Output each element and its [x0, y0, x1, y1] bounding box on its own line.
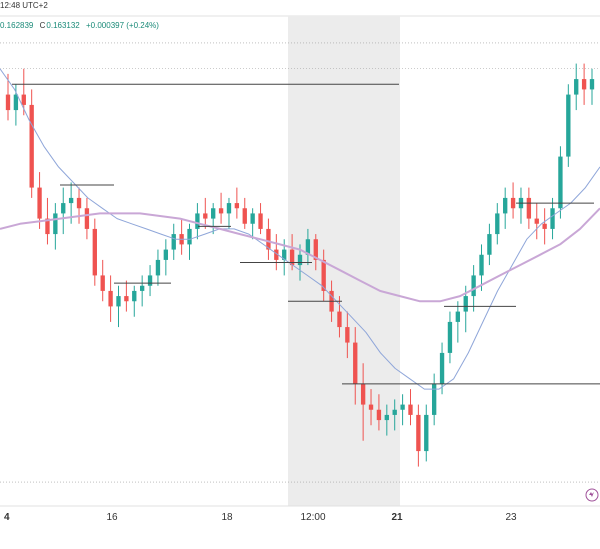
candle-body-0	[5, 94, 11, 111]
candle-body-34	[274, 249, 279, 260]
timezone-label: 12:48 UTC+2	[0, 1, 48, 10]
candle-body-28	[226, 203, 232, 214]
candle-body-16	[132, 290, 137, 302]
candle-body-50	[400, 404, 405, 410]
close-label: C	[39, 21, 46, 30]
x-tick-label: 4	[4, 512, 10, 523]
x-tick-label: 21	[391, 512, 403, 523]
candle-body-8	[68, 197, 74, 204]
x-tick-label: 23	[505, 512, 517, 523]
candle-body-47	[376, 409, 382, 421]
candle-body-15	[124, 296, 129, 302]
candle-body-26	[211, 208, 216, 219]
candle-body-21	[171, 234, 176, 250]
candle-body-69	[550, 208, 555, 229]
candle-body-19	[155, 259, 161, 276]
ma-slow-line	[0, 207, 600, 303]
candle-body-62	[495, 213, 500, 235]
candle-body-72	[574, 79, 579, 95]
candle-body-14	[116, 296, 121, 307]
candle-body-55	[439, 352, 445, 384]
candle-body-73	[581, 79, 587, 90]
candle-body-31	[250, 213, 255, 224]
candle-body-40	[321, 259, 326, 291]
candle-body-7	[61, 203, 66, 214]
candle-body-71	[566, 94, 571, 157]
candle-body-12	[100, 275, 105, 291]
candle-body-44	[353, 342, 358, 384]
candle-body-54	[431, 383, 437, 415]
candle-body-61	[487, 234, 492, 255]
candle-body-32	[258, 213, 263, 229]
candle-body-45	[360, 383, 366, 405]
candle-body-56	[447, 321, 453, 353]
candle-body-24	[195, 213, 200, 229]
candle-body-36	[289, 249, 295, 266]
logo-mark-icon	[589, 492, 594, 497]
candle-body-57	[455, 311, 461, 322]
candle-body-74	[589, 79, 595, 90]
candle-body-58	[463, 296, 468, 312]
candle-body-2	[21, 94, 26, 105]
candle-body-37	[297, 254, 303, 266]
candle-body-51	[408, 404, 413, 415]
candle-body-66	[526, 197, 532, 219]
change-value: +0.000397 (+0.24%)	[86, 21, 159, 30]
candle-body-18	[147, 275, 153, 286]
candle-body-3	[29, 104, 34, 188]
candle-body-11	[92, 228, 97, 276]
ohlc-readout: 0.162839 C0.163132 +0.000397 (+0.24%)	[0, 21, 163, 30]
candle-body-23	[187, 228, 192, 245]
candle-body-42	[337, 311, 342, 328]
candle-body-9	[76, 197, 82, 209]
chart-header: 12:48 UTC+2 0.162839 C0.163132 +0.000397…	[0, 0, 600, 30]
candle-body-48	[384, 414, 389, 421]
ma-fast-line	[0, 68, 600, 390]
candle-body-20	[163, 249, 169, 260]
candle-body-59	[471, 275, 476, 297]
candle-body-5	[45, 218, 50, 235]
candle-body-49	[392, 409, 397, 415]
candle-body-53	[424, 414, 429, 452]
x-tick-label: 18	[221, 512, 233, 523]
candle-body-43	[345, 327, 350, 343]
candle-body-70	[558, 156, 563, 209]
candle-body-64	[510, 197, 516, 209]
close-value: 0.163132	[46, 21, 80, 30]
candle-body-39	[313, 239, 318, 260]
candle-body-4	[37, 187, 42, 219]
candle-body-6	[53, 213, 58, 235]
candle-body-33	[266, 228, 271, 250]
candle-body-38	[305, 239, 311, 255]
candle-body-68	[542, 223, 547, 229]
candle-body-10	[84, 208, 90, 229]
candle-body-25	[203, 213, 208, 219]
candle-body-63	[503, 197, 508, 214]
candle-body-46	[368, 404, 374, 410]
x-tick-label: 16	[106, 512, 118, 523]
candle-body-29	[234, 203, 240, 209]
candle-body-67	[534, 218, 539, 224]
high-value: 0.162839	[0, 21, 34, 30]
candle-body-35	[282, 249, 287, 260]
candle-body-60	[479, 254, 484, 276]
candle-body-17	[139, 285, 145, 291]
candle-body-27	[218, 208, 224, 214]
candle-body-52	[416, 414, 421, 452]
candle-body-1	[13, 94, 19, 111]
candle-body-13	[108, 290, 113, 307]
x-tick-label: 12:00	[300, 512, 325, 523]
candle-body-30	[242, 208, 247, 224]
session-band	[288, 16, 400, 506]
